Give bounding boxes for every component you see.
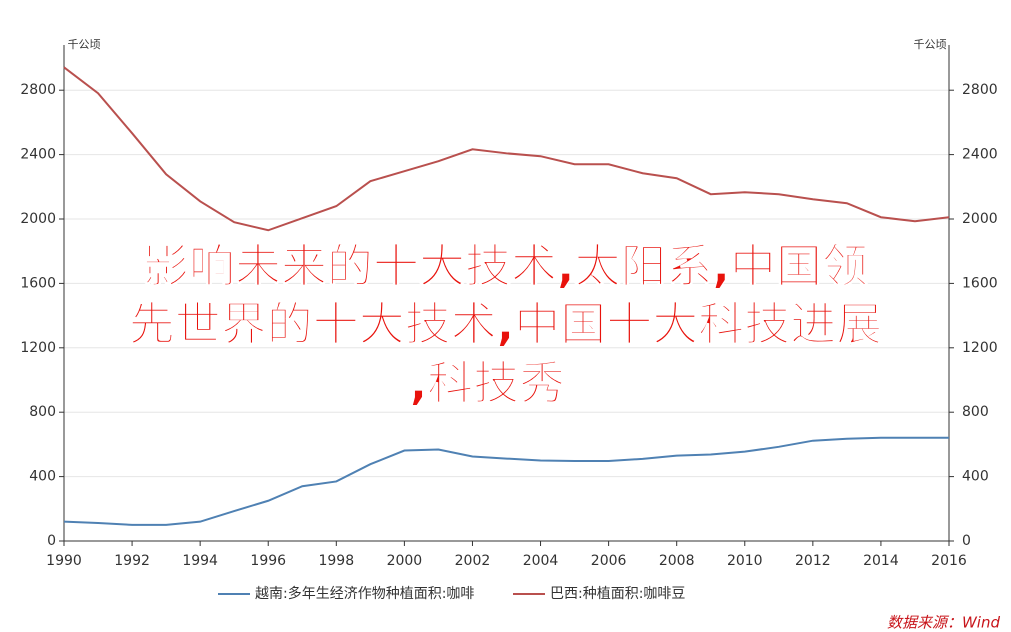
series-line <box>63 436 949 526</box>
y2-tick-label: 2000 <box>962 211 998 227</box>
legend-label: 巴西:种植面积:咖啡豆 <box>550 586 685 602</box>
y-tick-label: 0 <box>47 533 56 549</box>
y2-axis-label: 千公顷 <box>914 38 947 51</box>
x-tick-label: 2004 <box>523 553 559 569</box>
x-tick-label: 2002 <box>455 553 491 569</box>
x-tick-label: 2006 <box>591 553 627 569</box>
x-tick-label: 2014 <box>863 553 899 569</box>
overlay-text: ,科技秀 <box>409 356 566 411</box>
legend-label: 越南:多年生经济作物种植面积:咖啡 <box>255 585 474 602</box>
y-tick-label: 2800 <box>20 82 56 98</box>
source: 数据来源：Wind <box>887 614 1001 632</box>
y-tick-label: 2400 <box>20 147 56 163</box>
y2-tick-label: 2400 <box>962 147 998 163</box>
y2-tick-label: 2800 <box>962 82 998 98</box>
series-line <box>63 66 950 232</box>
x-tick-label: 1990 <box>46 553 82 569</box>
x-tick-label: 2010 <box>727 553 763 569</box>
y-tick-label: 1600 <box>20 275 56 291</box>
y2-tick-label: 400 <box>962 469 989 485</box>
y2-tick-label: 0 <box>962 533 971 549</box>
y-tick-label: 800 <box>29 404 56 420</box>
y2-tick-label: 800 <box>962 404 989 420</box>
x-tick-label: 2016 <box>931 553 967 569</box>
y-tick-label: 2000 <box>20 211 56 227</box>
x-tick-label: 1996 <box>250 553 286 569</box>
x-tick-label: 1998 <box>318 553 354 569</box>
y2-tick-label: 1200 <box>962 340 998 356</box>
y-tick-label: 1200 <box>20 340 56 356</box>
y2-tick-label: 1600 <box>962 275 998 291</box>
y-tick-label: 400 <box>29 469 56 485</box>
overlay-text: 影响未来的十大技术,太阳系,中国领 <box>143 239 869 294</box>
overlay-text: 先世界的十大技术,中国十大科技进展 <box>128 297 883 352</box>
y-axis-label: 千公顷 <box>68 38 101 51</box>
x-tick-label: 1994 <box>182 553 218 569</box>
x-tick-label: 2012 <box>795 553 831 569</box>
x-tick-label: 2000 <box>387 553 423 569</box>
x-tick-label: 1992 <box>114 553 150 569</box>
x-tick-label: 2008 <box>659 553 695 569</box>
